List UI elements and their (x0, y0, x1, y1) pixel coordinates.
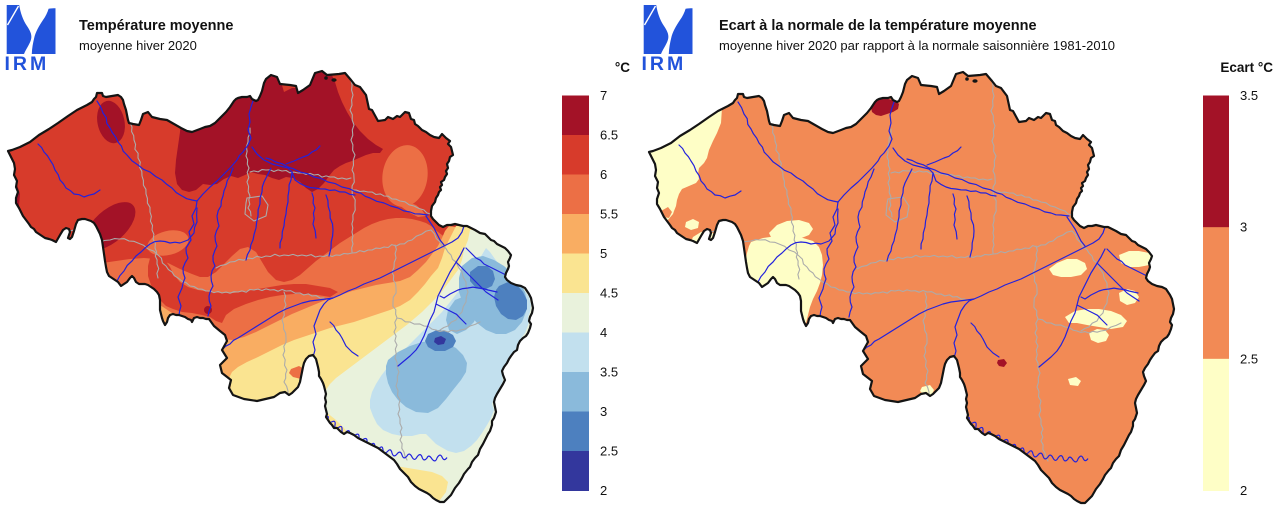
svg-text:°C: °C (615, 60, 630, 75)
svg-text:3: 3 (600, 404, 607, 419)
svg-text:7: 7 (600, 88, 607, 103)
svg-text:3.5: 3.5 (600, 365, 618, 380)
svg-text:4.5: 4.5 (600, 286, 618, 301)
svg-text:IRM: IRM (642, 53, 687, 75)
svg-text:Température moyenne: Température moyenne (79, 18, 233, 34)
svg-text:2.5: 2.5 (600, 444, 618, 459)
svg-text:4: 4 (600, 325, 607, 340)
svg-text:moyenne hiver 2020: moyenne hiver 2020 (79, 38, 197, 53)
svg-text:3: 3 (1240, 220, 1247, 235)
svg-text:Ecart °C: Ecart °C (1220, 60, 1273, 75)
svg-text:moyenne hiver 2020 par rapport: moyenne hiver 2020 par rapport à la norm… (719, 38, 1115, 53)
svg-text:5.5: 5.5 (600, 207, 618, 222)
svg-text:3.5: 3.5 (1240, 88, 1258, 103)
svg-text:6: 6 (600, 167, 607, 182)
svg-text:2: 2 (1240, 483, 1247, 498)
svg-text:2.5: 2.5 (1240, 351, 1258, 366)
svg-text:5: 5 (600, 246, 607, 261)
svg-text:6.5: 6.5 (600, 128, 618, 143)
svg-text:IRM: IRM (5, 53, 50, 75)
svg-text:2: 2 (600, 483, 607, 498)
svg-text:Ecart à la normale de la tempé: Ecart à la normale de la température moy… (719, 18, 1037, 34)
